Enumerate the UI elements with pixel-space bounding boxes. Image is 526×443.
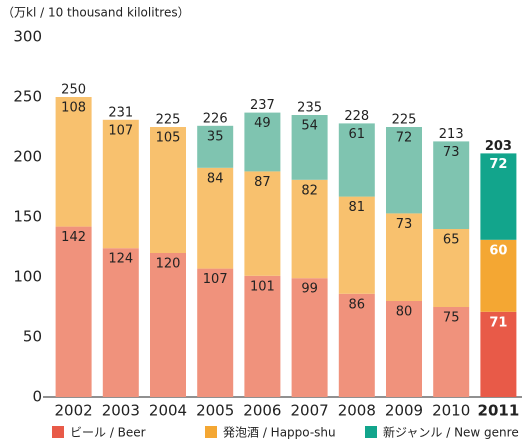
bar-segment	[480, 153, 517, 240]
value-label: 124	[108, 252, 133, 267]
x-tick-label: 2008	[338, 402, 376, 420]
value-label: 72	[396, 131, 413, 146]
x-tick-label: 2006	[243, 402, 281, 420]
bar-segment	[55, 97, 92, 227]
value-label: 65	[443, 233, 460, 248]
bar-segment	[102, 119, 139, 249]
y-tick-label: 0	[32, 388, 42, 406]
legend-swatch	[205, 426, 217, 438]
bar-segment	[338, 196, 375, 294]
value-label: 71	[489, 315, 507, 330]
total-label: 203	[485, 139, 512, 154]
value-label: 35	[207, 129, 224, 144]
bar-segment	[197, 125, 234, 168]
total-label: 235	[297, 101, 322, 116]
value-label: 73	[396, 217, 413, 232]
value-label: 72	[489, 157, 507, 172]
x-tick-label: 2004	[149, 402, 187, 420]
bar-segment	[480, 311, 517, 397]
value-label: 73	[443, 145, 460, 160]
total-label: 231	[108, 105, 133, 120]
value-label: 120	[156, 257, 181, 272]
bar-segment	[386, 213, 422, 301]
bar-segment	[291, 278, 328, 397]
y-tick-label: 50	[23, 328, 42, 346]
bar-segment	[150, 127, 186, 253]
bar-segment	[433, 307, 470, 397]
y-axis-label: （万kl / 10 thousand kilolitres）	[2, 6, 190, 20]
value-label: 105	[156, 131, 181, 146]
value-label: 107	[203, 272, 228, 287]
value-label: 101	[250, 279, 275, 294]
value-label: 107	[108, 123, 133, 138]
x-tick-label: 2009	[385, 402, 423, 420]
value-label: 61	[349, 127, 366, 142]
value-label: 87	[254, 175, 271, 190]
bar-segment	[197, 167, 234, 269]
bar-segment	[102, 248, 139, 397]
value-label: 99	[301, 282, 318, 297]
y-tick-label: 100	[13, 268, 42, 286]
bar-segment	[244, 112, 281, 172]
value-label: 81	[349, 200, 366, 215]
y-tick-label: 250	[13, 88, 42, 106]
value-label: 142	[61, 230, 86, 245]
y-tick-label: 200	[13, 148, 42, 166]
bar-segment	[433, 141, 470, 229]
bar-segment	[338, 293, 375, 397]
legend-label: 発泡酒 / Happo-shu	[223, 426, 336, 440]
bar-segment	[480, 239, 517, 312]
total-label: 225	[156, 113, 181, 128]
bar-segment	[197, 268, 234, 397]
total-label: 250	[61, 83, 86, 98]
total-label: 237	[250, 98, 275, 113]
x-tick-label: 2003	[102, 402, 140, 420]
value-label: 86	[349, 297, 366, 312]
bar-segment	[291, 179, 328, 279]
bar-segment	[244, 275, 281, 397]
y-tick-label: 150	[13, 208, 42, 226]
legend-label: 新ジャンル / New genre	[383, 425, 519, 440]
y-tick-label: 300	[13, 28, 42, 46]
bar-segment	[386, 301, 422, 397]
value-label: 82	[301, 183, 318, 198]
value-label: 80	[396, 305, 413, 320]
value-label: 54	[301, 119, 318, 134]
value-label: 75	[443, 311, 460, 326]
value-label: 108	[61, 101, 86, 116]
x-tick-label: 2011	[478, 402, 520, 420]
x-tick-label: 2002	[55, 402, 93, 420]
bar-segment	[244, 171, 281, 276]
legend-swatch	[365, 426, 377, 438]
bar-segment	[338, 123, 375, 197]
total-label: 226	[203, 111, 228, 126]
legend-swatch	[52, 426, 64, 438]
x-tick-label: 2007	[291, 402, 329, 420]
bar-segment	[150, 253, 186, 397]
bar-segment	[55, 226, 92, 397]
total-label: 225	[392, 113, 417, 128]
bar-segment	[386, 127, 422, 214]
x-tick-label: 2010	[432, 402, 470, 420]
value-label: 60	[489, 243, 507, 258]
legend-label: ビール / Beer	[70, 426, 146, 440]
x-tick-label: 2005	[196, 402, 234, 420]
bar-segment	[291, 115, 328, 180]
bar-segment	[433, 229, 470, 307]
total-label: 228	[344, 109, 369, 124]
value-label: 49	[254, 116, 271, 131]
value-label: 84	[207, 171, 224, 186]
total-label: 213	[439, 127, 464, 142]
